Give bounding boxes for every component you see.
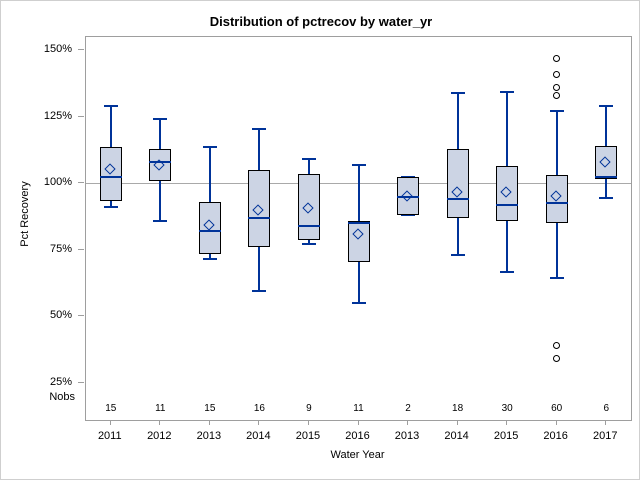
median-line [496,203,519,206]
y-tick-label: 100% [43,176,72,189]
y-tick-mark [78,315,84,317]
outlier-point [553,342,561,350]
x-tick-label: 2015 [493,430,519,442]
y-tick-label: 150% [43,43,72,56]
x-tick-label: 2016 [543,430,568,442]
nobs-value: 9 [306,403,312,414]
y-tick-label: 125% [43,109,72,122]
x-tick-mark [208,420,210,425]
nobs-row-label: Nobs [49,391,75,403]
whisker-cap-top [450,91,465,94]
outlier-point [553,92,561,99]
x-axis-title: Water Year [330,449,385,461]
whisker-cap-top [301,158,316,161]
chart-title: Distribution of pctrecov by water_yr [209,14,433,29]
y-tick-mark [78,182,84,184]
median-line [149,161,172,163]
whisker-cap-top [549,110,564,113]
nobs-value: 2 [405,403,411,414]
x-tick-label: 2017 [592,430,618,442]
y-tick-mark [78,248,84,250]
whisker-cap-bottom [549,276,564,279]
box-2015 [496,165,519,221]
x-tick-mark [506,420,508,425]
whisker-cap-top [202,146,217,149]
box-2014 [248,169,271,248]
median-line [397,195,420,198]
box-2015 [297,173,320,241]
nobs-value: 11 [353,403,364,414]
nobs-value: 60 [551,403,563,414]
x-tick-mark [357,420,359,425]
median-line [347,222,370,225]
whisker-cap-top [599,105,614,108]
median-line [99,175,122,178]
x-tick-label: 2013 [394,430,420,442]
nobs-value: 15 [105,403,117,414]
x-tick-label: 2011 [97,430,122,442]
nobs-value: 30 [501,403,513,414]
median-line [297,224,320,227]
x-tick-label: 2012 [147,430,172,442]
whisker-cap-top [103,105,118,108]
outlier-point [553,54,561,62]
median-line [198,230,221,233]
nobs-value: 16 [253,403,265,414]
y-tick-mark [78,49,84,51]
whisker-cap-top [500,90,515,93]
box-2017 [595,146,618,180]
median-line [446,198,469,201]
median-line [545,202,568,205]
outlier-point [553,355,561,363]
whisker-cap-bottom [252,290,267,292]
box-2013 [198,201,221,254]
y-tick-label: 75% [49,242,72,255]
x-tick-mark [307,420,309,425]
box-2011 [99,147,122,201]
whisker-cap-bottom [450,254,465,257]
x-tick-label: 2014 [444,430,469,442]
median-line [248,216,271,219]
whisker-cap-bottom [401,214,416,217]
x-tick-mark [605,420,607,425]
whisker-cap-bottom [301,243,316,246]
whisker-cap-bottom [153,219,168,222]
box-2016 [347,220,370,262]
outlier-point [553,84,561,92]
box-2014 [446,148,469,218]
x-tick-label: 2013 [196,430,222,442]
whisker-cap-bottom [351,301,366,304]
x-tick-label: 2014 [246,430,271,442]
median-line [595,175,618,178]
y-tick-mark [78,115,84,117]
whisker-cap-bottom [599,196,614,199]
whisker-cap-bottom [500,271,515,274]
whisker-cap-top [252,127,267,130]
box-2016 [545,175,568,224]
y-tick-mark [78,381,84,383]
nobs-value: 6 [603,403,609,414]
box-2012 [149,148,172,181]
y-tick-label: 50% [49,309,72,322]
x-tick-mark [109,420,111,425]
whisker-cap-bottom [202,258,217,261]
y-axis-title: Pct Recovery [19,181,31,247]
outlier-point [553,70,561,78]
x-tick-mark [258,420,260,425]
x-tick-mark [555,420,557,425]
whisker-cap-bottom [103,206,118,209]
x-tick-mark [407,420,409,425]
x-tick-label: 2015 [295,430,321,442]
nobs-value: 15 [204,403,216,414]
whisker-cap-top [153,118,168,121]
plot-area: 15 11 15 16 9 11 2 18 30 60 6 [85,36,632,421]
y-tick-label: 25% [49,375,72,388]
x-tick-label: 2016 [345,430,370,442]
nobs-value: 18 [452,403,464,414]
x-tick-mark [456,420,458,425]
nobs-value: 11 [155,403,166,414]
whisker-cap-top [351,163,366,166]
x-tick-mark [159,420,161,425]
